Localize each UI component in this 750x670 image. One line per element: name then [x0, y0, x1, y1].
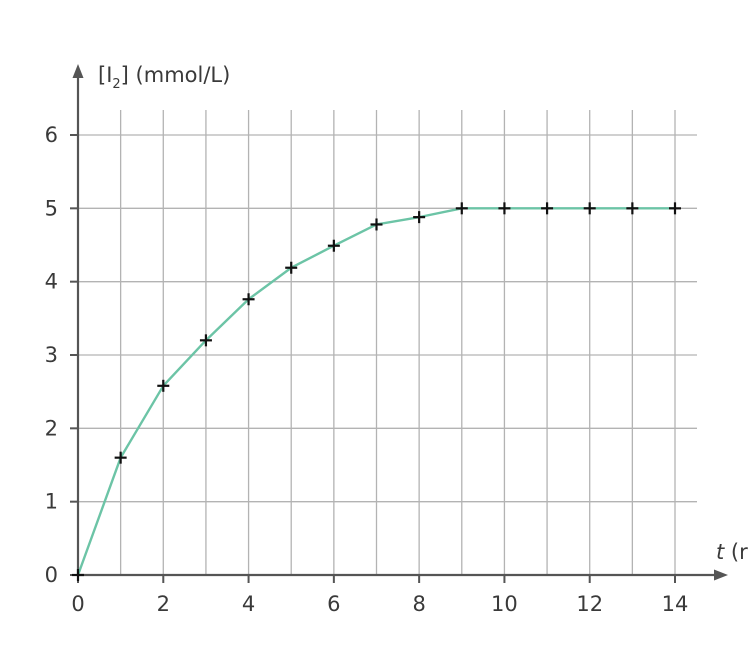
y-tick-label: 1 [45, 490, 58, 514]
data-point-marker [285, 261, 298, 274]
data-point-marker [498, 202, 511, 215]
y-axis-title-prefix: [I [98, 63, 112, 87]
data-point-marker [413, 211, 426, 224]
x-tick-label: 12 [576, 592, 603, 616]
x-axis-arrow-icon [714, 569, 728, 581]
data-point-marker [327, 239, 340, 252]
data-point-marker [72, 569, 84, 581]
x-tick-label: 14 [662, 592, 689, 616]
x-tick-label: 0 [71, 592, 84, 616]
ticks [70, 134, 676, 583]
markers-group [72, 202, 681, 581]
y-axis-title: [I2] (mmol/L) [98, 63, 230, 92]
y-tick-label: 4 [45, 270, 58, 294]
y-tick-label: 6 [45, 123, 58, 147]
data-point-marker [199, 334, 212, 347]
data-point-marker [669, 202, 681, 215]
data-point-marker [626, 202, 639, 215]
x-axis-title-unit: (r [724, 540, 748, 564]
data-point-marker [583, 202, 596, 215]
y-tick-label: 0 [45, 563, 58, 587]
data-point-marker [455, 202, 468, 215]
x-axis-title-variable: t [716, 540, 725, 564]
data-point-marker [114, 451, 127, 464]
data-point-marker [541, 202, 554, 215]
data-point-marker [242, 293, 255, 306]
x-tick-label: 10 [491, 592, 518, 616]
x-tick-label: 8 [412, 592, 425, 616]
axes [72, 64, 728, 581]
y-axis-arrow-icon [72, 64, 84, 78]
x-tick-label: 6 [327, 592, 340, 616]
data-point-marker [157, 379, 170, 392]
data-point-marker [370, 218, 383, 231]
y-axis-title-suffix: ] (mmol/L) [121, 63, 231, 87]
x-tick-label: 2 [157, 592, 170, 616]
y-axis-title-subscript: 2 [112, 77, 120, 92]
y-tick-label: 2 [45, 416, 58, 440]
x-tick-label: 4 [242, 592, 255, 616]
y-tick-label: 3 [45, 343, 58, 367]
y-tick-label: 5 [45, 196, 58, 220]
grid [78, 110, 697, 575]
x-axis-title: t (r [716, 540, 748, 564]
